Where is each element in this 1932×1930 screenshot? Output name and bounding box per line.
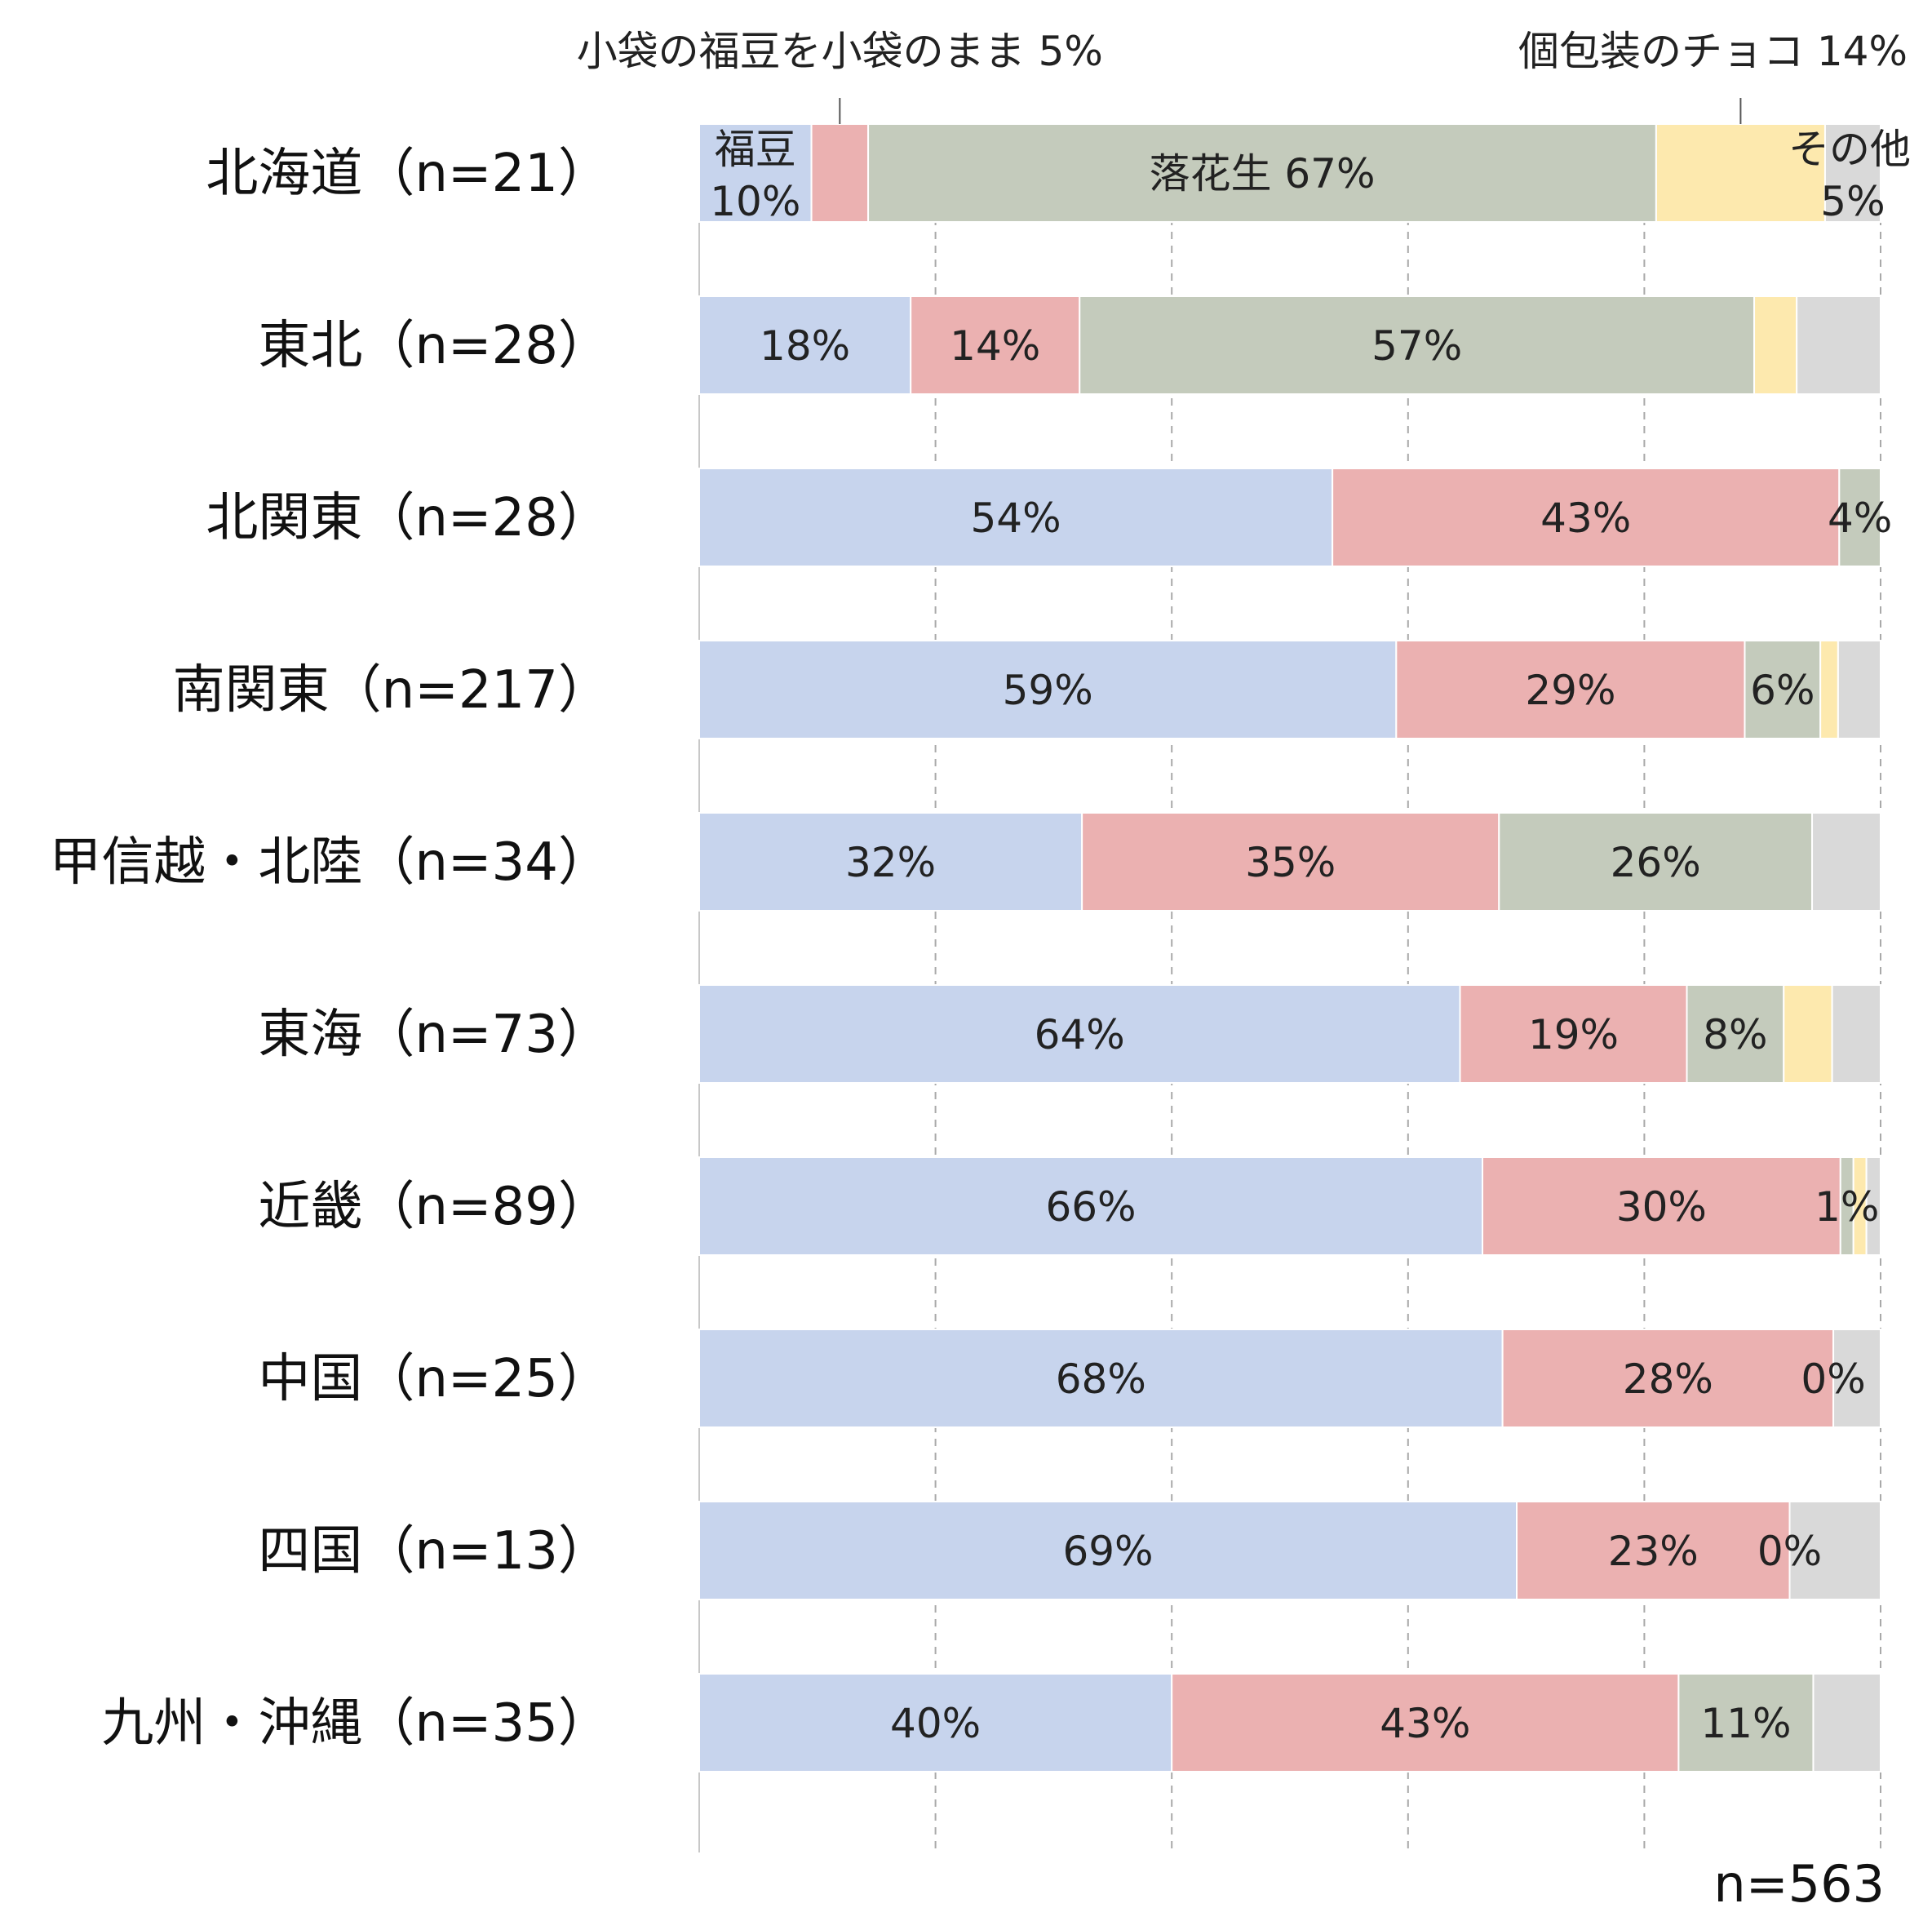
bar-segment-row5-s1 (1459, 984, 1688, 1084)
category-label-6: 近畿（n=89） (258, 1177, 610, 1237)
bar-segment-row7-s4 (1832, 1329, 1882, 1428)
bar-segment-row7-s1 (1501, 1329, 1835, 1428)
bar-segment-row4-s1 (1081, 812, 1500, 912)
bar-segment-row1-s2 (1079, 295, 1756, 395)
bar-segment-row5-s4 (1831, 984, 1882, 1084)
segment-label-row4-s0: 32% (845, 839, 936, 886)
category-label-4: 甲信越・北陸（n=34） (49, 832, 610, 893)
segment-label-row8-s0: 69% (1062, 1528, 1153, 1575)
segment-label-row6-s2: 1% (1815, 1183, 1879, 1231)
segment-label-row2-s1: 43% (1540, 495, 1631, 542)
segment-label-row9-s0: 40% (890, 1700, 981, 1747)
segment-label-row8-s1: 23% (1608, 1528, 1699, 1575)
bar-segment-row6-s0 (698, 1156, 1484, 1256)
bar-segment-row0-s3 (1655, 123, 1826, 223)
category-label-0: 北海道（n=21） (206, 144, 610, 204)
bar-segment-row3-s2 (1744, 640, 1822, 739)
bar-segment-row2-s2 (1838, 468, 1882, 567)
bar-segment-row3-s0 (698, 640, 1398, 739)
segment-label-row5-s1: 19% (1528, 1011, 1619, 1058)
bar-segment-row6-s1 (1482, 1156, 1841, 1256)
segment-label-row4-s2: 26% (1611, 839, 1701, 886)
bar-segment-row5-s0 (698, 984, 1461, 1084)
category-label-9: 九州・沖縄（n=35） (101, 1693, 610, 1754)
segment-label-row3-s1: 29% (1525, 667, 1615, 714)
category-label-8: 四国（n=13） (258, 1521, 610, 1582)
segment-label-row0-s2: 落花生 67% (1149, 150, 1375, 197)
category-label-1: 東北（n=28） (258, 316, 610, 376)
category-label-5: 東海（n=73） (258, 1005, 610, 1065)
segment-label-row9-s2: 11% (1700, 1700, 1791, 1747)
segment-label-row2-s2: 4% (1828, 495, 1892, 542)
bar-segment-row0-s2 (867, 123, 1657, 223)
fukumame-name-label: 福豆 (715, 126, 796, 173)
segment-label-row7-s1: 28% (1623, 1355, 1713, 1403)
bar-segment-row4-s2 (1498, 812, 1814, 912)
bar-segment-row3-s1 (1395, 640, 1746, 739)
bar-segment-row3-s4 (1837, 640, 1882, 739)
bar-segment-row0-s0 (698, 123, 813, 223)
segment-label-row2-s0: 54% (970, 495, 1061, 542)
segment-label-row1-s1: 14% (950, 322, 1040, 370)
bar-segment-row8-s4 (1788, 1501, 1881, 1600)
segment-label-row7-s2: 0% (1801, 1355, 1865, 1403)
bar-segment-row9-s1 (1171, 1673, 1680, 1772)
segment-label-row6-s1: 30% (1616, 1183, 1707, 1231)
bar-segment-row1-s1 (910, 295, 1081, 395)
bars: 落花生 67% 福豆 10% その他 5% 18% 14% 57% 54% 43% 4% 59% 29%… (698, 123, 1911, 1772)
bar-segment-row5-s3 (1783, 984, 1833, 1084)
segment-label-row8-s2: 0% (1757, 1528, 1822, 1575)
bar-segment-row1-s3 (1753, 295, 1798, 395)
other-name-label: その他 (1788, 126, 1911, 173)
bar-segment-row7-s0 (698, 1329, 1504, 1428)
bar-segment-row4-s0 (698, 812, 1083, 912)
segment-label-row9-s1: 43% (1380, 1700, 1470, 1747)
segment-label-row1-s2: 57% (1371, 322, 1462, 370)
bar-segment-row2-s1 (1332, 468, 1841, 567)
segment-label-row7-s0: 68% (1056, 1355, 1146, 1403)
bar-segment-row9-s0 (698, 1673, 1173, 1772)
segment-label-row3-s0: 59% (1003, 667, 1093, 714)
segment-label-row5-s0: 64% (1035, 1011, 1125, 1058)
total-n-label: n=563 (1713, 1854, 1885, 1914)
bar-segment-row6-s4 (1865, 1156, 1882, 1256)
callout-label-0: 小袋の福豆を小袋のまま 5% (577, 28, 1103, 75)
category-label-7: 中国（n=25） (258, 1349, 610, 1409)
bar-segment-row0-s4 (1823, 123, 1882, 223)
category-label-2: 北関東（n=28） (206, 488, 610, 548)
segment-label-row4-s1: 35% (1245, 839, 1336, 886)
callout-label-1: 個包装のチョコ 14% (1518, 28, 1908, 75)
category-labels: 北海道（n=21） 東北（n=28） 北関東（n=28） 南関東（n=217） 甲信越・… (49, 144, 610, 1754)
bar-segment-row0-s1 (810, 123, 870, 223)
segment-label-row1-s0: 18% (760, 322, 850, 370)
category-label-3: 南関東（n=217） (173, 660, 610, 721)
bar-segment-row1-s0 (698, 295, 912, 395)
bar-segment-row3-s3 (1819, 640, 1839, 739)
bar-segment-row1-s4 (1796, 295, 1881, 395)
segment-label-row6-s0: 66% (1045, 1183, 1136, 1231)
segment-label-row3-s2: 6% (1750, 667, 1815, 714)
segment-label-row5-s2: 8% (1703, 1011, 1767, 1058)
other-value-label: 5% (1820, 178, 1885, 225)
callouts: 小袋の福豆を小袋のまま 5% 個包装のチョコ 14% (577, 28, 1908, 124)
bar-segment-row4-s4 (1811, 812, 1882, 912)
fukumame-value-label: 10% (710, 178, 800, 225)
bar-segment-row9-s4 (1812, 1673, 1882, 1772)
